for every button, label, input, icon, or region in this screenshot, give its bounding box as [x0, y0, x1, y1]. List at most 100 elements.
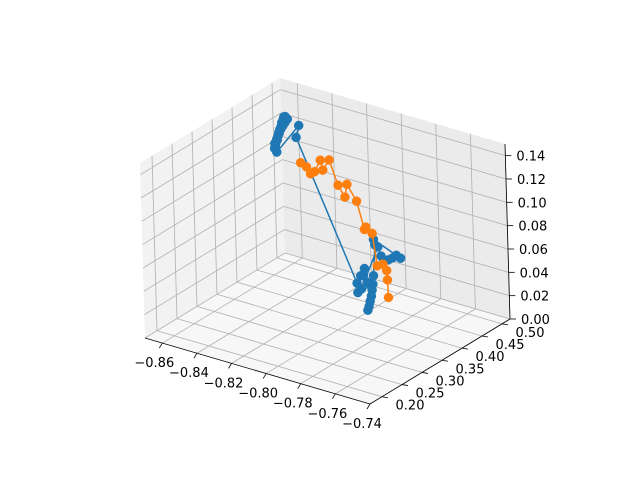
z-gridline-back: [284, 229, 510, 297]
y-gridline-left: [251, 94, 258, 271]
x-gridline-back: [469, 133, 476, 309]
z-tick-label: 0.12: [517, 173, 546, 188]
x-tick-mark: [366, 403, 371, 410]
series-2-point: [301, 162, 312, 172]
series-1-point: [293, 120, 304, 131]
y-gridline-floor: [216, 293, 443, 361]
y-tick-label: 0.45: [496, 338, 525, 353]
y-gridline-floor: [176, 318, 403, 385]
z-tick-label: 0.00: [521, 313, 550, 328]
z-gridline-back: [280, 112, 507, 180]
series-2-point: [340, 192, 350, 202]
y-gridline-left: [271, 82, 278, 258]
z-gridline-back: [280, 89, 506, 157]
series-2: [295, 155, 394, 303]
z-gridline-left: [142, 159, 283, 246]
y-tick-label: 0.30: [436, 374, 465, 389]
y-gridline-floor: [156, 330, 383, 398]
y-gridline-left: [171, 143, 178, 319]
z-gridline-left: [144, 252, 286, 339]
x-tick-mark: [297, 383, 302, 389]
back-left-pane: [140, 78, 285, 338]
x-gridline-floor: [300, 298, 441, 385]
series-2-point: [333, 180, 343, 190]
series-1-point: [395, 253, 406, 263]
x-tick-label: −0.80: [238, 387, 278, 402]
x-gridline-floor: [231, 278, 372, 364]
z-gridline-back: [281, 135, 507, 203]
z-gridline-back: [283, 205, 509, 273]
series-1-point: [363, 305, 373, 315]
x-gridline-floor: [335, 308, 476, 395]
z-gridline-left: [140, 112, 282, 199]
x-gridline-floor: [265, 288, 407, 374]
y-tick-mark: [381, 396, 389, 399]
x-tick-mark: [193, 353, 198, 359]
z-axis-line: [504, 143, 511, 320]
y-gridline-floor: [236, 281, 463, 349]
series-1-point: [368, 270, 379, 281]
series-2-point: [342, 179, 352, 190]
y-tick-label: 0.35: [456, 362, 485, 377]
x-gridline-floor: [162, 257, 303, 344]
series-2-point: [315, 155, 326, 165]
x-tick-label: −0.74: [342, 417, 382, 432]
z-tick-label: 0.04: [520, 266, 549, 281]
x-gridline-back: [400, 113, 407, 289]
x-tick-label: −0.84: [169, 366, 209, 381]
gridlines: [140, 82, 511, 405]
x-gridline-back: [366, 103, 372, 279]
y-axis-line: [369, 318, 511, 405]
z-tick-label: 0.02: [520, 290, 549, 305]
y-tick-mark: [481, 335, 489, 338]
x-axis-line: [144, 337, 371, 405]
z-tick-label: 0.10: [518, 196, 547, 211]
z-gridline-left: [144, 229, 285, 316]
series-2-point: [381, 265, 392, 276]
z-gridline-left: [142, 182, 284, 269]
z-tick-label: 0.06: [519, 243, 548, 258]
x-tick-label: −0.82: [204, 376, 244, 391]
y-tick-mark: [461, 347, 469, 350]
axes-panes: [140, 78, 510, 404]
z-tick-label: 0.08: [518, 220, 547, 235]
y-tick-mark: [501, 323, 509, 326]
series-1-point: [356, 284, 367, 294]
series-2-point: [324, 155, 334, 165]
y-gridline-left: [191, 131, 198, 307]
series-2-point: [361, 222, 371, 232]
x-gridline-back: [296, 83, 303, 259]
series-2-point: [383, 292, 394, 303]
z-gridline-back: [284, 252, 511, 320]
y-tick-mark: [441, 359, 449, 362]
y-gridline-floor: [276, 257, 503, 325]
x-tick-mark: [332, 393, 336, 400]
tick-marks: [158, 155, 516, 410]
y-gridline-left: [211, 119, 218, 295]
axis-lines: [144, 143, 511, 405]
y-gridline-left: [151, 155, 158, 331]
series-1-point: [291, 132, 301, 143]
z-gridline-left: [143, 205, 284, 292]
x-tick-label: −0.86: [134, 356, 174, 371]
series-2-point: [318, 165, 328, 175]
x-gridline-back: [435, 123, 442, 299]
x-tick-label: −0.78: [273, 397, 313, 412]
x-gridline-floor: [196, 267, 338, 354]
back-right-pane: [280, 78, 510, 319]
z-gridline-left: [140, 89, 281, 176]
series-2-point: [351, 196, 362, 206]
y-tick-label: 0.20: [396, 399, 425, 414]
series-2-point: [309, 166, 320, 177]
x-gridline-back: [331, 93, 338, 269]
y-gridline-floor: [196, 306, 423, 373]
tick-labels: −0.86−0.84−0.82−0.80−0.78−0.76−0.740.200…: [134, 150, 550, 432]
floor-pane: [145, 253, 510, 404]
x-tick-mark: [228, 363, 232, 369]
z-gridline-left: [141, 135, 282, 222]
series-1-point: [272, 147, 282, 157]
z-tick-label: 0.14: [516, 150, 545, 165]
x-tick-mark: [158, 342, 163, 349]
